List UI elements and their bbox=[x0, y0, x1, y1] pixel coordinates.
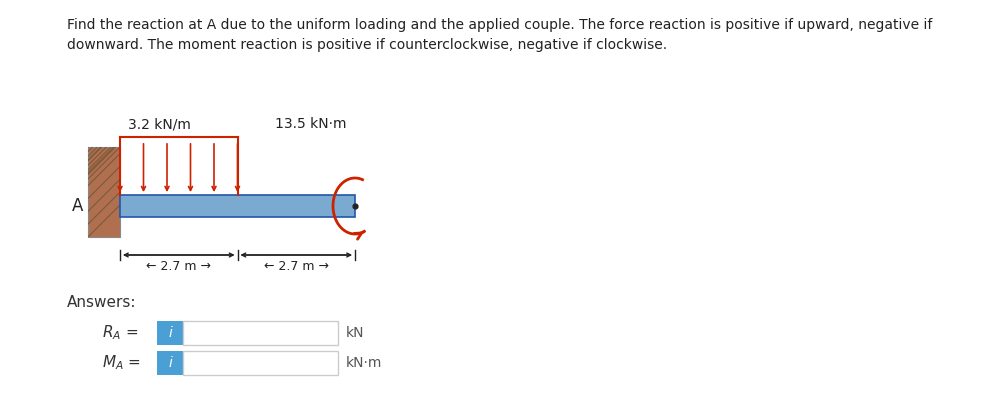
Text: Find the reaction at A due to the uniform loading and the applied couple. The fo: Find the reaction at A due to the unifor… bbox=[67, 18, 932, 52]
Bar bbox=[183, 321, 338, 345]
Bar bbox=[157, 351, 183, 375]
Bar bbox=[88, 147, 120, 237]
Text: 3.2 kN/m: 3.2 kN/m bbox=[128, 117, 191, 131]
Text: i: i bbox=[168, 356, 172, 370]
Text: kN: kN bbox=[346, 326, 365, 340]
Text: i: i bbox=[168, 326, 172, 340]
Text: A: A bbox=[71, 197, 83, 215]
Bar bbox=[120, 195, 355, 217]
Text: ← 2.7 m →: ← 2.7 m → bbox=[264, 260, 328, 273]
Text: $R_A$ =: $R_A$ = bbox=[102, 324, 138, 342]
Text: Answers:: Answers: bbox=[67, 295, 137, 310]
Bar bbox=[183, 351, 338, 375]
Bar bbox=[157, 321, 183, 345]
Text: $M_A$ =: $M_A$ = bbox=[102, 354, 141, 373]
Text: 13.5 kN·m: 13.5 kN·m bbox=[275, 117, 346, 131]
Text: kN·m: kN·m bbox=[346, 356, 383, 370]
Text: ← 2.7 m →: ← 2.7 m → bbox=[146, 260, 211, 273]
